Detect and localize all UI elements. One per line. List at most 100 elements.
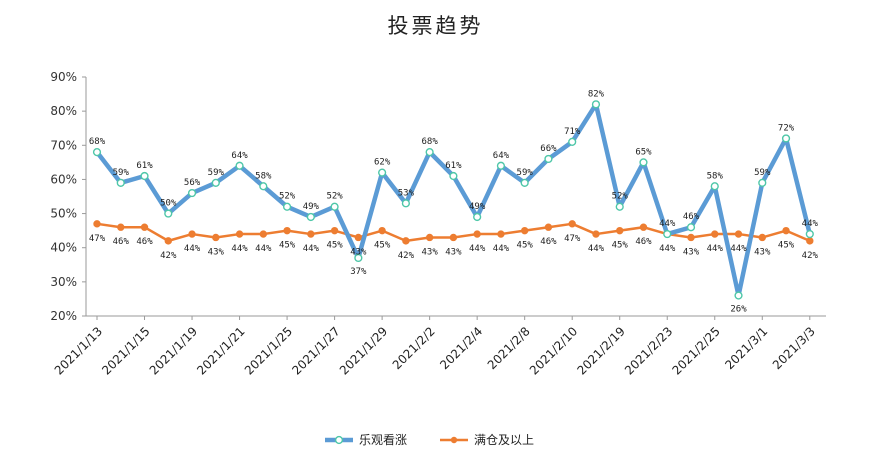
legend-swatch-marker — [450, 436, 458, 444]
y-tick-label: 20% — [50, 309, 77, 323]
data-label: 43% — [683, 247, 700, 257]
data-point — [781, 134, 791, 143]
data-label: 43% — [445, 247, 462, 257]
data-point — [354, 233, 363, 242]
data-point — [568, 137, 577, 146]
data-point — [401, 199, 410, 208]
y-tick-label: 90% — [50, 70, 77, 84]
data-point — [782, 226, 790, 235]
data-label: 44% — [802, 219, 819, 229]
data-point — [711, 230, 719, 238]
data-label: 62% — [374, 158, 391, 168]
data-label: 45% — [517, 241, 534, 251]
data-label: 47% — [564, 234, 581, 244]
data-label: 44% — [231, 244, 248, 254]
y-tick-label: 30% — [50, 275, 77, 289]
data-label: 72% — [778, 123, 795, 133]
data-label: 61% — [136, 161, 153, 171]
data-label: 44% — [255, 244, 272, 254]
data-point — [402, 237, 410, 245]
data-label: 52% — [326, 192, 343, 202]
data-label: 45% — [279, 241, 296, 251]
data-label: 64% — [493, 151, 510, 161]
data-label: 59% — [113, 168, 130, 178]
data-point — [710, 182, 719, 191]
data-label: 43% — [422, 247, 439, 257]
data-label: 64% — [231, 151, 248, 161]
data-point — [591, 100, 601, 109]
data-point — [164, 237, 172, 245]
data-label: 59% — [754, 168, 771, 178]
y-tick-label: 70% — [50, 138, 77, 152]
data-label: 26% — [730, 305, 747, 315]
data-point — [140, 171, 149, 181]
data-label: 44% — [588, 244, 605, 254]
data-point — [282, 202, 292, 211]
data-point — [734, 291, 743, 300]
data-point — [449, 171, 458, 181]
data-point — [544, 223, 553, 231]
data-point — [211, 178, 220, 187]
data-point — [616, 226, 624, 235]
data-point — [758, 178, 767, 187]
data-label: 65% — [635, 147, 652, 157]
data-label: 42% — [398, 251, 415, 261]
data-label: 82% — [588, 89, 605, 99]
x-tick-label: 2021/1/25 — [242, 324, 295, 377]
data-point — [140, 223, 149, 231]
x-tick-label: 2021/3/3 — [770, 324, 818, 372]
data-point — [378, 168, 387, 177]
data-label: 61% — [445, 161, 462, 171]
x-tick-label: 2021/2/19 — [574, 324, 627, 377]
data-label: 52% — [612, 192, 629, 202]
series-bullish-line — [95, 102, 812, 298]
x-tick-label: 2021/3/1 — [722, 324, 770, 372]
data-point — [378, 226, 386, 235]
data-label: 43% — [208, 247, 225, 257]
x-tick-label: 2021/1/27 — [289, 324, 342, 377]
data-label: 46% — [136, 237, 153, 247]
data-label: 45% — [778, 241, 795, 251]
data-label: 44% — [303, 244, 320, 254]
data-point — [520, 178, 529, 187]
data-point — [93, 220, 101, 228]
data-point — [235, 161, 244, 170]
data-label: 44% — [730, 244, 747, 254]
data-point — [520, 226, 529, 235]
data-point — [212, 233, 220, 242]
data-label: 52% — [279, 192, 296, 202]
data-point — [496, 161, 506, 170]
data-point — [687, 233, 695, 242]
x-tick-label: 2021/1/15 — [99, 324, 152, 377]
data-label: 50% — [160, 199, 177, 209]
legend-label: 满仓及以上 — [474, 433, 534, 447]
data-label: 45% — [326, 241, 343, 251]
data-point — [187, 188, 197, 198]
data-point — [497, 230, 505, 238]
data-point — [592, 230, 600, 238]
data-point — [449, 233, 458, 242]
data-point — [425, 233, 434, 242]
data-point — [330, 202, 339, 211]
data-point — [354, 253, 363, 263]
data-point — [639, 223, 648, 231]
data-label: 58% — [255, 171, 272, 181]
data-point — [425, 148, 434, 157]
legend-swatch-marker — [334, 435, 344, 445]
data-label: 44% — [469, 244, 486, 254]
data-point — [806, 237, 814, 245]
data-label: 44% — [707, 244, 724, 254]
data-point — [330, 226, 339, 235]
data-label: 59% — [208, 168, 225, 178]
legend-label: 乐观看涨 — [359, 432, 407, 447]
data-point — [758, 233, 766, 242]
x-tick-label: 2021/2/10 — [527, 324, 580, 377]
data-label: 37% — [350, 267, 367, 277]
data-label: 53% — [398, 188, 415, 198]
data-label: 44% — [659, 244, 676, 254]
data-point — [734, 230, 743, 238]
data-label: 43% — [350, 247, 367, 257]
data-label: 45% — [612, 241, 629, 251]
x-tick-label: 2021/2/4 — [437, 324, 485, 372]
